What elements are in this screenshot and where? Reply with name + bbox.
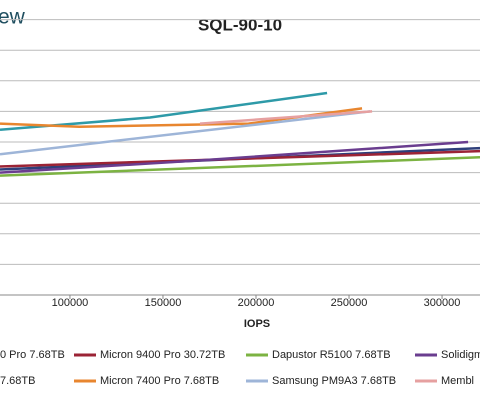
legend-label: Samsung PM9A3 7.68TB xyxy=(272,375,396,387)
x-tick-label: 150000 xyxy=(145,297,182,309)
series-line xyxy=(0,110,371,156)
chart-title: SQL-90-10 xyxy=(198,15,282,34)
x-axis-label: IOPS xyxy=(244,318,270,330)
legend-label: Membl xyxy=(441,375,474,387)
legend-label: 0 Pro 7.68TB xyxy=(0,349,65,361)
x-tick-label: 250000 xyxy=(331,297,368,309)
logo: ew xyxy=(0,6,26,29)
series-line xyxy=(0,156,480,177)
x-tick-label: 200000 xyxy=(238,297,275,309)
legend-label: Solidigm xyxy=(441,349,480,361)
legend-label: Micron 7400 Pro 7.68TB xyxy=(100,375,219,387)
legend-label: Dapustor R5100 7.68TB xyxy=(272,349,391,361)
series-line xyxy=(0,140,469,174)
legend-label: 7.68TB xyxy=(0,375,35,387)
x-tick-label: 300000 xyxy=(424,297,461,309)
x-tick-label: 100000 xyxy=(52,297,89,309)
series-line xyxy=(199,110,373,125)
legend-label: Micron 9400 Pro 30.72TB xyxy=(100,349,225,361)
